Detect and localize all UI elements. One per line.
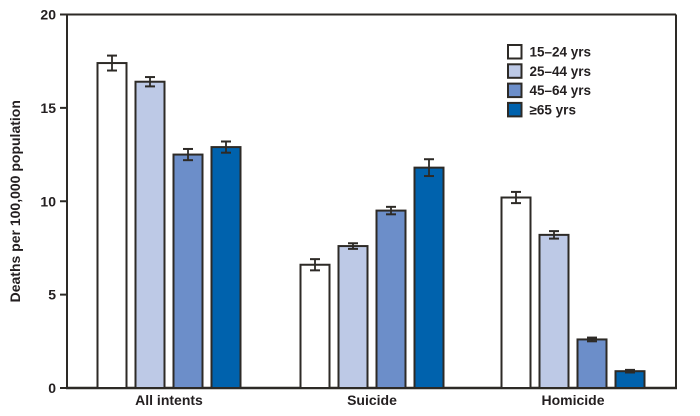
legend-swatch <box>507 82 523 99</box>
x-category-label: All intents <box>135 392 203 408</box>
error-bar <box>587 336 597 343</box>
error-bar <box>625 368 635 374</box>
bar-3 <box>375 209 407 389</box>
legend-label: 45–64 yrs <box>530 83 592 98</box>
error-bar <box>310 258 320 272</box>
bar-3 <box>172 153 204 389</box>
y-axis: 0 5 10 15 20 <box>40 7 67 396</box>
bar-2 <box>538 233 570 389</box>
legend-swatch <box>507 63 523 79</box>
bar-2 <box>134 80 166 389</box>
legend-row: 25–44 yrs <box>507 63 592 79</box>
legend-row: ≥65 yrs <box>507 101 576 118</box>
error-bar <box>424 158 434 178</box>
legend-row: 15–24 yrs <box>507 44 592 60</box>
x-category-label: Suicide <box>347 392 397 408</box>
bar-1 <box>299 263 331 389</box>
bar-4 <box>614 370 646 390</box>
legend-label: ≥65 yrs <box>530 102 576 117</box>
bars <box>96 54 646 390</box>
error-bar <box>549 230 559 240</box>
x-category-label: Homicide <box>541 392 604 408</box>
bar-1 <box>500 196 532 389</box>
error-bar <box>221 140 231 154</box>
legend-swatch <box>507 44 523 60</box>
legend-row: 45–64 yrs <box>507 82 592 99</box>
legend-label: 25–44 yrs <box>530 64 592 79</box>
legend: 15–24 yrs 25–44 yrs 45–64 yrs ≥65 yrs <box>507 44 592 118</box>
error-bar <box>145 76 155 88</box>
y-tick-label: 15 <box>40 100 56 116</box>
legend-label: 15–24 yrs <box>530 45 592 60</box>
bar-4 <box>413 166 445 389</box>
bar-group-homicide <box>500 190 646 390</box>
bar-3 <box>576 338 608 390</box>
error-bar <box>386 205 396 216</box>
bar-group-suicide <box>299 158 445 389</box>
y-axis-title: Deaths per 100,000 population <box>7 100 23 302</box>
bar-2 <box>337 245 369 389</box>
y-tick-label: 10 <box>40 193 56 209</box>
bar-4 <box>210 146 242 389</box>
error-bar <box>107 54 117 72</box>
bar-1 <box>96 62 128 390</box>
error-bar <box>183 147 193 162</box>
y-tick-label: 20 <box>40 7 56 23</box>
y-tick-label: 5 <box>48 287 56 303</box>
legend-swatch <box>507 101 523 118</box>
bar-group-all-intents <box>96 54 242 390</box>
error-bar <box>511 190 521 205</box>
error-bar <box>348 242 358 250</box>
y-tick-label: 0 <box>48 380 56 396</box>
